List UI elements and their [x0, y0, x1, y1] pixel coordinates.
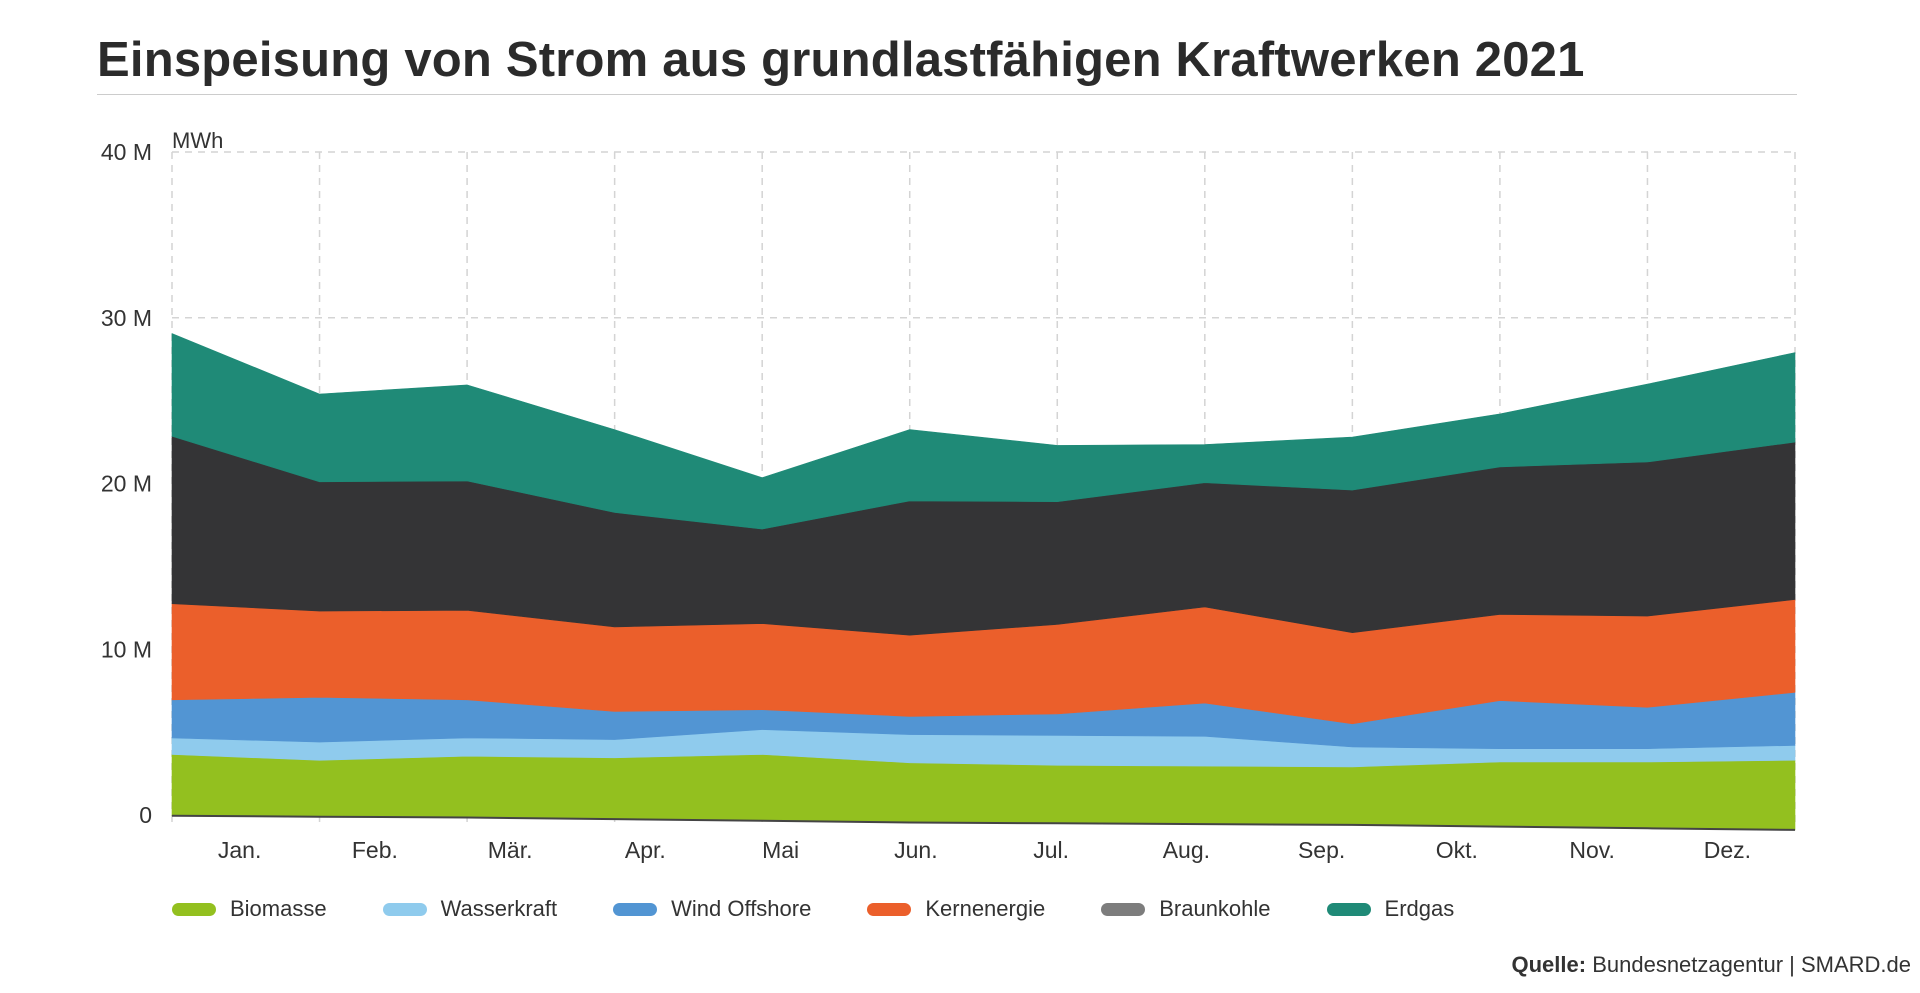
legend-item-biomasse[interactable]: Biomasse	[172, 896, 327, 922]
legend-swatch-wind-offshore	[613, 902, 658, 916]
legend-label-wasserkraft: Wasserkraft	[440, 896, 558, 921]
legend-item-wind-offshore[interactable]: Wind Offshore	[613, 896, 811, 922]
y-axis-unit: MWh	[172, 128, 223, 153]
legend-label-kernenergie: Kernenergie	[925, 896, 1046, 921]
legend-item-erdgas[interactable]: Erdgas	[1326, 896, 1455, 922]
x-tick-label: Jul.	[1033, 837, 1069, 863]
y-tick-label: 40 M	[101, 139, 152, 165]
legend-label-braunkohle: Braunkohle	[1159, 896, 1271, 921]
x-tick-label: Mär.	[488, 837, 533, 863]
chart-legend: Biomasse Wasserkraft Wind Offshore Kerne…	[172, 896, 1510, 922]
y-tick-label: 20 M	[101, 471, 152, 497]
x-tick-label: Mai	[762, 837, 799, 863]
x-tick-label: Okt.	[1436, 837, 1478, 863]
legend-swatch-kernenergie	[867, 902, 912, 916]
y-tick-label: 0	[139, 802, 152, 828]
x-tick-label: Apr.	[625, 837, 666, 863]
x-tick-label: Jun.	[894, 837, 937, 863]
legend-swatch-wasserkraft	[382, 902, 427, 916]
y-tick-label: 10 M	[101, 636, 152, 662]
legend-item-wasserkraft[interactable]: Wasserkraft	[382, 896, 558, 922]
source-text: Bundesnetzagentur | SMARD.de	[1592, 952, 1911, 977]
x-tick-label: Dez.	[1704, 837, 1751, 863]
legend-label-biomasse: Biomasse	[230, 896, 327, 921]
source-note: Quelle: Bundesnetzagentur | SMARD.de	[1512, 952, 1912, 978]
x-tick-label: Sep.	[1298, 837, 1345, 863]
legend-swatch-biomasse	[172, 902, 216, 916]
x-tick-label: Aug.	[1163, 837, 1210, 863]
legend-swatch-erdgas	[1326, 902, 1371, 916]
area-biomasse	[171, 754, 1796, 831]
legend-item-braunkohle[interactable]: Braunkohle	[1101, 896, 1271, 922]
x-tick-label: Nov.	[1569, 837, 1615, 863]
x-tick-label: Feb.	[352, 837, 398, 863]
legend-label-erdgas: Erdgas	[1384, 896, 1455, 921]
y-tick-label: 30 M	[101, 305, 152, 331]
legend-item-kernenergie[interactable]: Kernenergie	[867, 896, 1045, 922]
legend-swatch-braunkohle	[1101, 902, 1146, 916]
x-tick-label: Jan.	[218, 837, 261, 863]
source-label: Quelle:	[1511, 952, 1587, 977]
area-baseline-edge	[171, 814, 1796, 831]
area-erdgas	[171, 333, 1796, 530]
legend-label-wind-offshore: Wind Offshore	[671, 896, 812, 921]
chart-title: Einspeisung von Strom aus grundlastfähig…	[97, 33, 1585, 87]
title-divider	[97, 94, 1797, 95]
